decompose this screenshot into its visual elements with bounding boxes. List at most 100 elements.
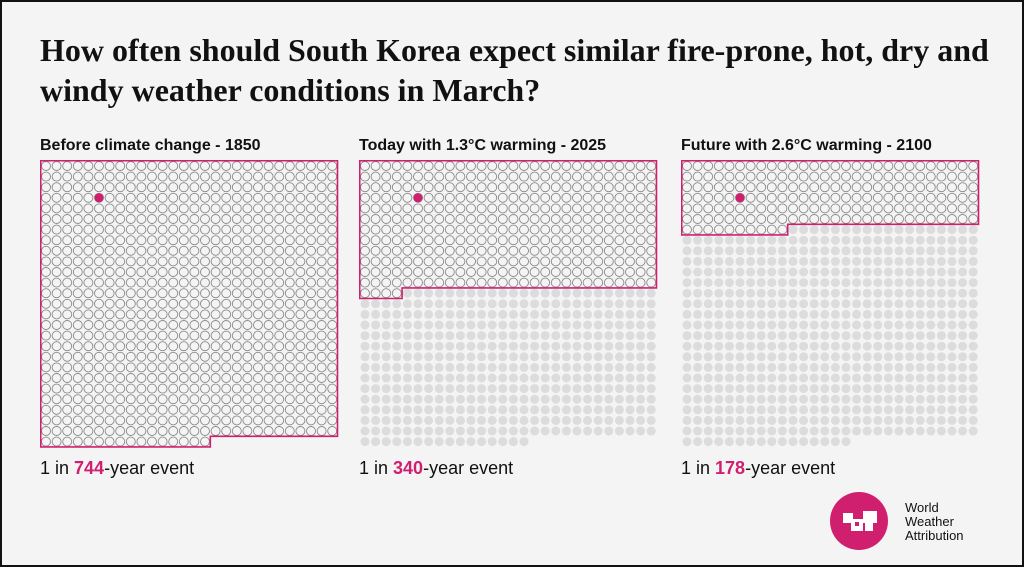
year-circle-outlined <box>713 224 724 235</box>
year-circle-filled <box>682 437 692 447</box>
year-circle-filled <box>360 373 370 383</box>
year-circle-outlined <box>115 161 126 171</box>
year-circle-filled <box>498 415 508 425</box>
year-circle-outlined <box>147 298 157 309</box>
year-circle-outlined <box>231 298 242 309</box>
year-circle-filled <box>767 288 777 298</box>
year-circle-filled <box>777 267 787 277</box>
year-circle-filled <box>968 362 978 372</box>
year-circle-filled <box>947 341 957 351</box>
year-circle-outlined <box>284 373 295 383</box>
year-circle-outlined <box>295 373 306 383</box>
year-circle-outlined <box>178 351 189 362</box>
year-circle-outlined <box>263 203 274 214</box>
year-circle-outlined <box>306 309 316 320</box>
year-circle-filled <box>830 235 840 245</box>
year-circle-filled <box>593 341 603 351</box>
year-circle-outlined <box>327 256 338 267</box>
year-circle-filled <box>862 384 872 394</box>
waffle-chart-2025 <box>359 160 658 447</box>
year-circle-filled <box>788 246 798 256</box>
year-circle-outlined <box>487 214 498 224</box>
year-circle-filled <box>777 437 787 447</box>
year-circle-filled <box>905 256 915 266</box>
year-circle-outlined <box>582 256 593 267</box>
year-circle-outlined <box>178 224 189 235</box>
year-circle-filled <box>540 415 550 425</box>
year-circle-filled <box>820 415 830 425</box>
year-circle-filled <box>455 341 465 351</box>
year-circle-filled <box>862 256 872 266</box>
year-circle-outlined <box>316 298 327 309</box>
year-circle-outlined <box>915 171 926 182</box>
year-circle-outlined <box>200 192 210 203</box>
year-circle-outlined <box>41 256 51 267</box>
year-circle-outlined <box>221 320 232 330</box>
year-circle-filled <box>455 352 465 362</box>
year-circle-filled <box>968 225 978 235</box>
year-circle-filled <box>820 246 830 256</box>
year-circle-outlined <box>178 235 189 246</box>
year-circle-outlined <box>94 351 104 362</box>
year-circle-outlined <box>529 235 540 246</box>
year-circle-outlined <box>168 256 179 267</box>
year-circle-outlined <box>561 171 572 182</box>
year-circle-filled <box>519 405 529 415</box>
year-circle-filled <box>572 320 582 330</box>
year-circle-outlined <box>263 277 274 288</box>
year-circle-outlined <box>968 171 979 182</box>
year-circle-filled <box>682 267 692 277</box>
year-circle-filled <box>883 415 893 425</box>
year-circle-outlined <box>561 277 572 288</box>
year-circle-outlined <box>316 267 327 277</box>
year-circle-filled <box>746 278 756 288</box>
year-circle-outlined <box>682 192 692 203</box>
year-circle-filled <box>788 331 798 341</box>
year-circle-outlined <box>370 224 381 235</box>
year-circle-outlined <box>284 277 295 288</box>
year-circle-filled <box>746 437 756 447</box>
year-circle-filled <box>487 384 497 394</box>
year-circle-outlined <box>434 235 445 246</box>
year-circle-outlined <box>200 330 210 341</box>
year-circle-filled <box>788 267 798 277</box>
year-circle-outlined <box>862 203 873 214</box>
year-circle-filled <box>360 341 370 351</box>
year-circle-outlined <box>692 203 703 214</box>
year-circle-outlined <box>242 394 253 405</box>
event-dot <box>94 193 104 203</box>
year-circle-outlined <box>136 224 147 235</box>
year-circle-outlined <box>157 235 168 246</box>
year-circle-outlined <box>83 245 94 256</box>
year-circle-filled <box>756 415 766 425</box>
year-circle-outlined <box>115 320 126 330</box>
year-circle-outlined <box>200 309 210 320</box>
year-circle-outlined <box>83 341 94 352</box>
year-circle-outlined <box>582 182 593 193</box>
year-circle-filled <box>360 309 370 319</box>
year-circle-filled <box>926 225 936 235</box>
year-circle-outlined <box>316 404 327 415</box>
year-circle-outlined <box>894 203 904 214</box>
year-circle-outlined <box>466 256 476 267</box>
year-circle-filled <box>830 320 840 330</box>
year-circle-outlined <box>614 203 625 214</box>
year-circle-outlined <box>231 309 242 320</box>
year-circle-outlined <box>41 383 51 394</box>
year-circle-outlined <box>178 161 189 171</box>
year-circle-outlined <box>284 383 295 394</box>
year-circle-outlined <box>263 415 274 426</box>
year-circle-outlined <box>745 203 756 214</box>
year-circle-outlined <box>115 256 126 267</box>
year-circle-outlined <box>423 161 434 171</box>
year-circle-filled <box>767 235 777 245</box>
year-circle-outlined <box>125 182 136 193</box>
year-circle-outlined <box>284 256 295 267</box>
year-circle-outlined <box>178 383 189 394</box>
year-circle-outlined <box>189 426 200 436</box>
year-circle-outlined <box>819 214 830 224</box>
year-circle-outlined <box>94 394 104 405</box>
chart-title: How often should South Korea expect simi… <box>40 32 989 108</box>
year-circle-filled <box>466 405 476 415</box>
return-period-value: 340 <box>393 458 424 478</box>
